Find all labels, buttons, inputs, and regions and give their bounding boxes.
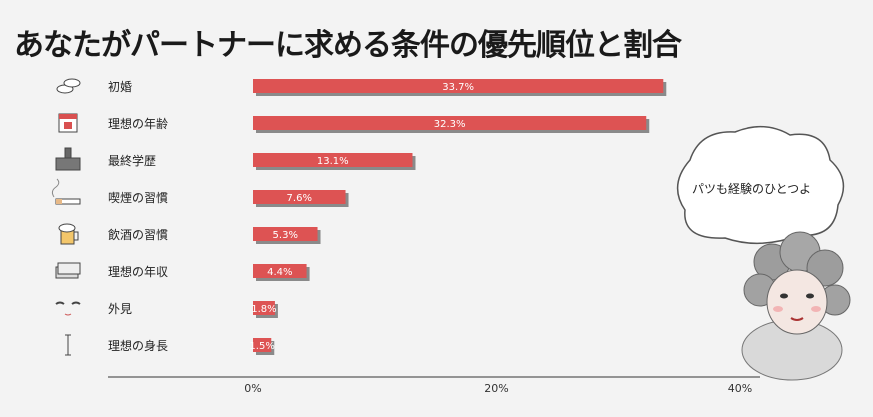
- value-label: 4.4%: [267, 267, 292, 278]
- category-label: 喫煙の習慣: [108, 190, 168, 205]
- category-label: 理想の年齢: [108, 116, 168, 131]
- bar: [253, 190, 346, 204]
- height-ruler-icon: [65, 334, 71, 356]
- value-label: 5.3%: [273, 230, 298, 241]
- bar: [253, 301, 275, 315]
- cigarette-icon: [51, 178, 81, 205]
- bar: [253, 79, 664, 93]
- rings-icon: [56, 78, 81, 94]
- value-label: 7.6%: [287, 193, 312, 204]
- category-label: 理想の年収: [108, 264, 168, 279]
- category-label: 初婚: [108, 80, 132, 94]
- x-tick-label: 20%: [484, 382, 508, 395]
- woman-character-illustration: [741, 231, 851, 381]
- bar: [253, 338, 272, 352]
- bar: [253, 116, 647, 130]
- category-label: 飲酒の習慣: [108, 227, 168, 242]
- bar: [253, 227, 318, 241]
- speech-bubble-text: パツも経験のひとつよ: [692, 182, 812, 196]
- money-icon: [55, 262, 81, 279]
- chart-title: あなたがパートナーに求める条件の優先順位と割合: [14, 28, 682, 63]
- beer-mug-icon: [58, 223, 79, 245]
- bar: [253, 264, 307, 278]
- university-icon: [55, 147, 81, 171]
- value-label: 1.8%: [251, 304, 276, 315]
- bar: [253, 153, 413, 167]
- category-label: 理想の身長: [108, 338, 168, 353]
- value-label: 1.5%: [249, 341, 274, 352]
- category-label: 最終学歴: [108, 153, 156, 168]
- value-label: 32.3%: [434, 119, 466, 130]
- x-tick-label: 40%: [728, 382, 752, 395]
- calendar-icon: [58, 113, 78, 133]
- value-label: 33.7%: [442, 82, 474, 93]
- x-tick-label: 0%: [244, 382, 261, 395]
- category-label: 外見: [108, 302, 132, 316]
- value-label: 13.1%: [317, 156, 349, 167]
- face-eyes-icon: [55, 301, 81, 316]
